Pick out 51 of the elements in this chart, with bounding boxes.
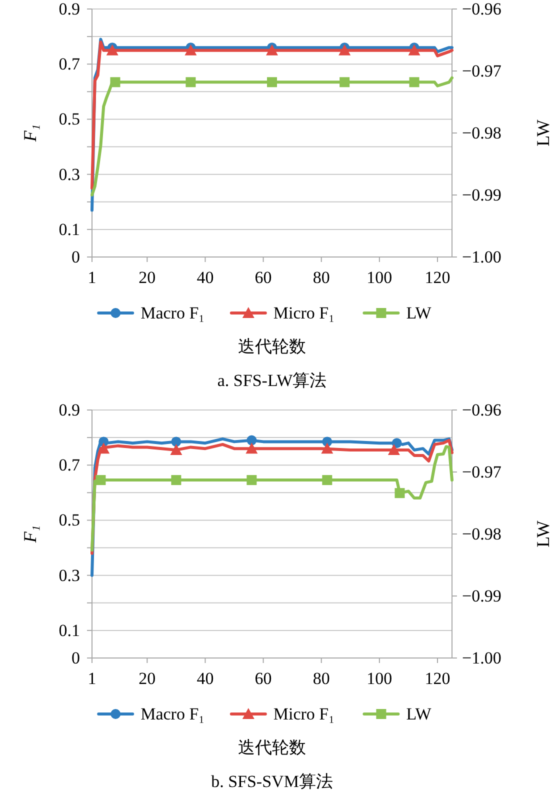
- line-series: [90, 76, 454, 196]
- x-tick-label: 120: [424, 669, 450, 688]
- legend-label: LW: [406, 304, 432, 322]
- y-tick-label: 0.9: [58, 0, 80, 18]
- y-tick-label: 0.1: [58, 220, 80, 239]
- y2-tick-label: −0.99: [462, 586, 502, 606]
- y-axis-title: F₁: [20, 124, 40, 143]
- x-tick-label: 1: [88, 669, 96, 688]
- legend-label: Macro F₁: [140, 704, 205, 724]
- y2-tick-label: −0.96: [462, 400, 502, 420]
- legend-label: Macro F₁: [140, 304, 205, 322]
- x-tick-label: 20: [138, 268, 156, 287]
- x-tick-label: 40: [196, 669, 214, 688]
- y-tick-label: 0.3: [58, 164, 80, 184]
- x-tick-label: 80: [312, 669, 330, 688]
- y2-tick-label: −1.00: [462, 248, 502, 266]
- x-tick-label: 40: [196, 268, 214, 287]
- y-tick-label: 0.7: [58, 456, 80, 475]
- y2-tick-label: −1.00: [462, 648, 502, 668]
- x-axis-title: 迭代轮数: [238, 337, 306, 356]
- y-tick-label: 0.5: [58, 110, 80, 129]
- y-tick-label: 0.3: [58, 566, 80, 585]
- y2-tick-label: −0.97: [462, 462, 502, 482]
- legend-label: Micro F₁: [273, 304, 335, 322]
- y2-axis-title: LW: [533, 520, 553, 548]
- legend-label: Micro F₁: [273, 704, 335, 724]
- y2-tick-label: −0.98: [462, 524, 502, 544]
- text: a. SFS-LW算法: [217, 371, 327, 390]
- x-tick-label: 60: [254, 268, 272, 287]
- y-tick-label: 0.1: [58, 620, 80, 640]
- x-tick-label: 1: [88, 268, 96, 287]
- x-tick-label: 100: [366, 669, 392, 688]
- y-tick-label: 0: [72, 648, 80, 668]
- x-tick-label: 80: [312, 268, 330, 287]
- x-tick-label: 100: [366, 268, 392, 287]
- y2-tick-label: −0.98: [462, 124, 502, 142]
- text: b. SFS-SVM算法: [211, 772, 333, 791]
- y2-axis-title: LW: [533, 120, 553, 146]
- y-tick-label: 0: [72, 248, 80, 266]
- legend-label: LW: [406, 704, 432, 724]
- y2-tick-label: −0.99: [462, 186, 502, 204]
- y-tick-label: 0.7: [58, 54, 80, 74]
- x-axis-title: 迭代轮数: [238, 738, 306, 757]
- y-axis-title: F₁: [20, 525, 40, 544]
- x-tick-label: 120: [424, 268, 450, 287]
- y2-tick-label: −0.97: [462, 62, 502, 80]
- x-tick-label: 60: [254, 669, 272, 688]
- y-tick-label: 0.5: [58, 510, 80, 530]
- y-tick-label: 0.9: [58, 400, 80, 420]
- x-tick-label: 20: [138, 669, 156, 688]
- y2-tick-label: −0.96: [462, 0, 502, 18]
